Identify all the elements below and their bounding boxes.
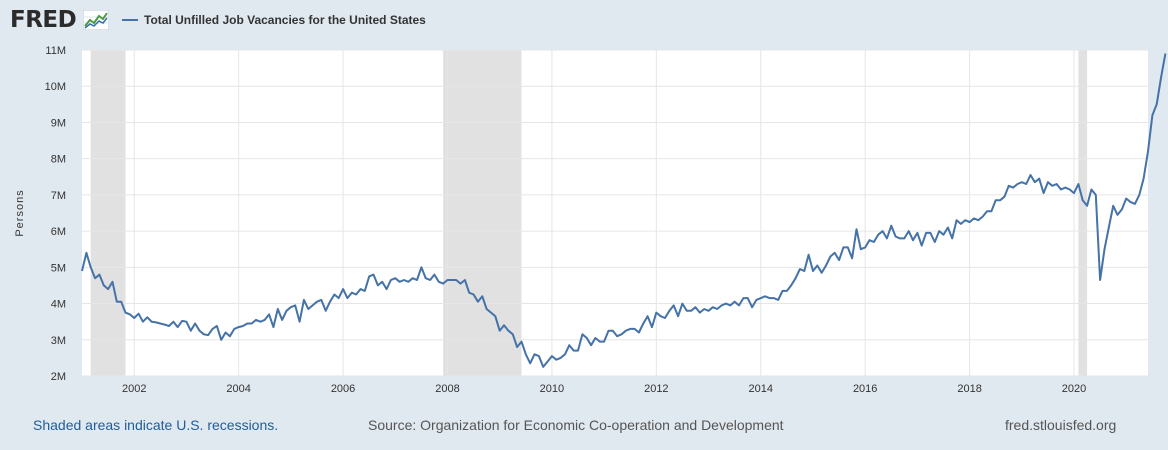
y-tick-label: 8M	[51, 154, 66, 166]
recession-note: Shaded areas indicate U.S. recessions.	[33, 417, 279, 433]
chart-header: FRED Total Unfilled Job Vacancies for th…	[0, 0, 1168, 40]
x-tick-label: 2014	[749, 383, 773, 395]
x-tick-label: 2012	[644, 383, 668, 395]
y-tick-label: 3M	[51, 335, 66, 347]
x-tick-label: 2020	[1062, 383, 1086, 395]
y-tick-label: 11M	[45, 45, 66, 57]
recession-band	[443, 50, 522, 376]
x-tick-label: 2006	[331, 383, 355, 395]
recession-band	[1078, 50, 1088, 376]
x-axis-ticks: 2002 2004 2006 2008 2010 2012 2014 2016 2018 2020	[122, 383, 1086, 395]
series-line[interactable]	[81, 53, 1167, 368]
x-tick-label: 2016	[853, 383, 877, 395]
fred-logo[interactable]: FRED	[10, 7, 109, 33]
x-tick-label: 2010	[540, 383, 564, 395]
legend-label: Total Unfilled Job Vacancies for the Uni…	[144, 12, 426, 27]
y-tick-label: 2M	[51, 371, 66, 383]
recession-band	[90, 50, 126, 376]
grid-lines	[82, 49, 1148, 377]
y-tick-label: 6M	[51, 226, 66, 238]
site-link[interactable]: fred.stlouisfed.org	[1005, 417, 1117, 433]
fred-logo-text: FRED	[10, 7, 77, 33]
x-tick-label: 2018	[957, 383, 981, 395]
y-tick-label: 7M	[51, 190, 66, 202]
y-tick-label: 5M	[51, 262, 66, 274]
source-note: Source: Organization for Economic Co-ope…	[368, 417, 784, 433]
recession-shading	[90, 50, 1088, 376]
y-axis-label: Persons	[14, 189, 26, 236]
x-tick-label: 2008	[435, 383, 459, 395]
y-tick-label: 9M	[51, 117, 66, 129]
legend-swatch	[122, 18, 138, 21]
y-tick-label: 4M	[51, 299, 66, 311]
x-tick-label: 2004	[226, 383, 250, 395]
x-tick-label: 2002	[122, 383, 146, 395]
y-tick-label: 10M	[45, 81, 66, 93]
series-layer	[81, 53, 1167, 368]
chart-legend[interactable]: Total Unfilled Job Vacancies for the Uni…	[122, 11, 426, 29]
y-axis-ticks: 2M 3M 4M 5M 6M 7M 8M 9M 10M 11M	[45, 45, 66, 383]
fred-graph-icon	[82, 10, 109, 30]
